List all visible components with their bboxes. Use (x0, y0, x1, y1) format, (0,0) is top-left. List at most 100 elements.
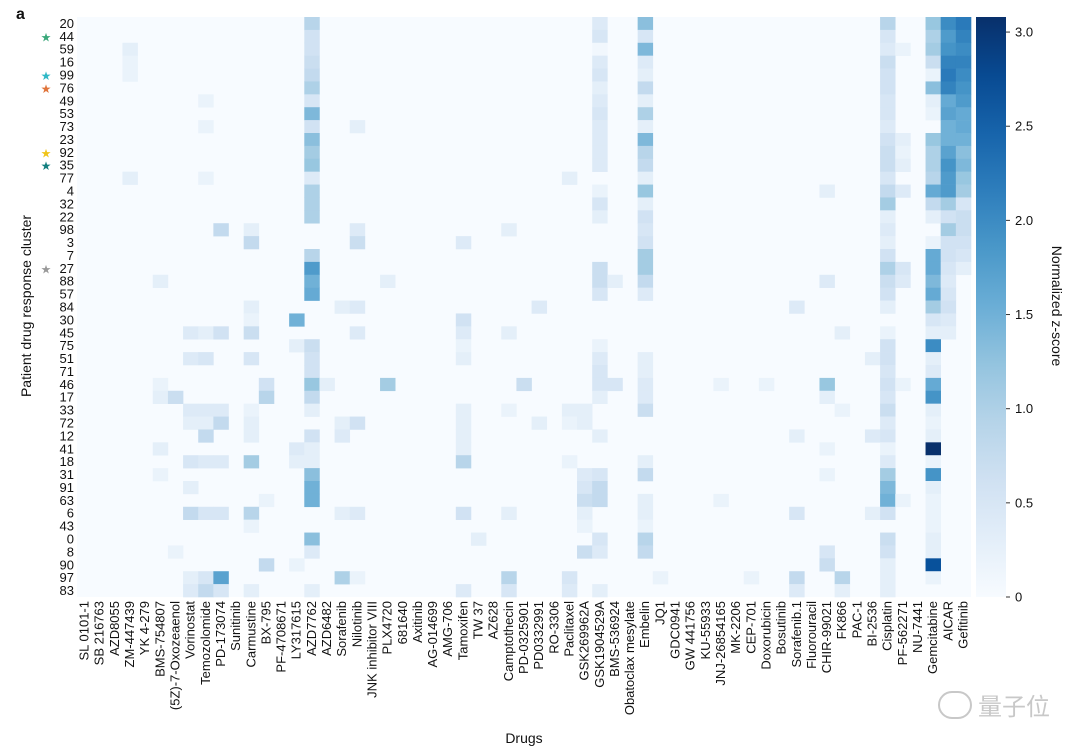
heatmap-cell (940, 287, 957, 301)
heatmap-cell (925, 274, 941, 288)
heatmap-cell (925, 107, 941, 121)
heatmap-cell (289, 442, 305, 456)
row-tick-label: 57 (60, 287, 74, 302)
heatmap-cell (637, 184, 654, 198)
heatmap-cell (334, 300, 351, 314)
heatmap-cell (304, 29, 320, 44)
heatmap-cell (955, 184, 972, 198)
heatmap-cell (592, 29, 608, 44)
heatmap-cell (122, 42, 138, 56)
heatmap-cell (940, 29, 957, 44)
heatmap-cell (940, 107, 957, 121)
heatmap-cell (304, 261, 320, 276)
heatmap-cell (834, 571, 851, 585)
heatmap-cell (880, 261, 896, 276)
heatmap-cell (183, 352, 199, 366)
heatmap-cell (304, 55, 320, 69)
heatmap-cell (455, 403, 472, 417)
heatmap-cell (880, 184, 896, 198)
heatmap-cell (198, 120, 214, 134)
heatmap-cell (561, 455, 578, 469)
heatmap-cell (880, 339, 896, 353)
heatmap-cell (955, 236, 972, 250)
heatmap-cell (925, 390, 941, 404)
heatmap-cell (880, 120, 896, 134)
heatmap-cell (880, 558, 896, 572)
column-tick-label: TW 37 (471, 601, 486, 639)
heatmap-cell (955, 17, 972, 31)
heatmap-cell (304, 493, 320, 508)
heatmap-cell (183, 326, 199, 340)
heatmap-cell (349, 300, 366, 314)
heatmap-cell (304, 584, 320, 598)
heatmap-cell (880, 158, 896, 172)
heatmap-cell (183, 481, 199, 495)
column-tick-label: BMS-754807 (152, 601, 167, 677)
row-star-marker: ★ (41, 146, 52, 160)
column-tick-label: (5Z)-7-Oxozeaenol (167, 601, 182, 710)
heatmap-cell (880, 145, 896, 160)
heatmap-cell (213, 506, 229, 520)
heatmap-cell (880, 300, 896, 314)
heatmap-cell (561, 571, 578, 585)
heatmap-cell (880, 429, 896, 443)
colorbar-tick-label: 2.0 (1015, 213, 1033, 228)
heatmap-cell (637, 29, 654, 44)
column-tick-label: Axitinib (410, 601, 425, 643)
heatmap-cell (637, 519, 654, 533)
column-tick-label: Paclitaxel (561, 601, 576, 657)
heatmap-cell (925, 326, 941, 340)
heatmap-cell (304, 107, 320, 121)
colorbar-tick-label: 3.0 (1015, 25, 1033, 40)
heatmap-cell (592, 429, 608, 443)
heatmap-cell (925, 42, 941, 56)
heatmap-cell (925, 339, 941, 353)
heatmap-cell (880, 532, 896, 546)
heatmap-cell (289, 558, 305, 572)
heatmap-cell (880, 390, 896, 404)
row-tick-label: 90 (60, 557, 74, 572)
heatmap-cell (304, 94, 320, 108)
heatmap-cell (577, 416, 593, 430)
heatmap-cell (925, 29, 941, 44)
heatmap-cell (895, 261, 911, 276)
heatmap-cell (880, 210, 896, 224)
row-tick-label: 71 (60, 364, 74, 379)
heatmap-cell (925, 468, 941, 482)
heatmap-cell (592, 287, 608, 301)
column-tick-label: GSK269962A (577, 601, 592, 681)
column-tick-label: Doxorubicin (758, 601, 773, 670)
column-tick-label: 681640 (395, 601, 410, 644)
row-tick-label: 45 (60, 325, 74, 340)
heatmap-cell (304, 42, 320, 56)
heatmap-cell (122, 68, 138, 82)
heatmap-cell (895, 184, 911, 198)
heatmap-cell (592, 545, 608, 559)
heatmap-cell (501, 571, 517, 585)
heatmap-cell (501, 506, 517, 520)
colorbar-tick-label: 2.5 (1015, 119, 1033, 134)
heatmap-cell (304, 390, 320, 404)
row-tick-label: 16 (60, 55, 74, 70)
row-tick-label: 17 (60, 390, 74, 405)
heatmap-cell (864, 352, 881, 366)
row-tick-label: 32 (60, 196, 74, 211)
heatmap-cell (940, 300, 957, 314)
heatmap-cell (455, 416, 472, 430)
heatmap-cell (819, 274, 835, 288)
heatmap-cell (925, 558, 941, 572)
heatmap-cell (955, 171, 972, 185)
column-tick-label: Gemcitabine (925, 601, 940, 674)
row-tick-label: 88 (60, 274, 74, 289)
heatmap-cell (198, 171, 214, 185)
heatmap-cell (592, 158, 608, 172)
heatmap-cell (304, 184, 320, 198)
colorbar-tick-label: 0 (1015, 590, 1022, 605)
column-tick-label: Camptothecin (501, 601, 516, 681)
row-tick-label: 92 (60, 145, 74, 160)
heatmap-cell (789, 300, 805, 314)
heatmap-cell (925, 442, 941, 456)
heatmap-cell (304, 171, 320, 185)
heatmap-cell (880, 506, 896, 520)
heatmap-cell (819, 377, 835, 392)
